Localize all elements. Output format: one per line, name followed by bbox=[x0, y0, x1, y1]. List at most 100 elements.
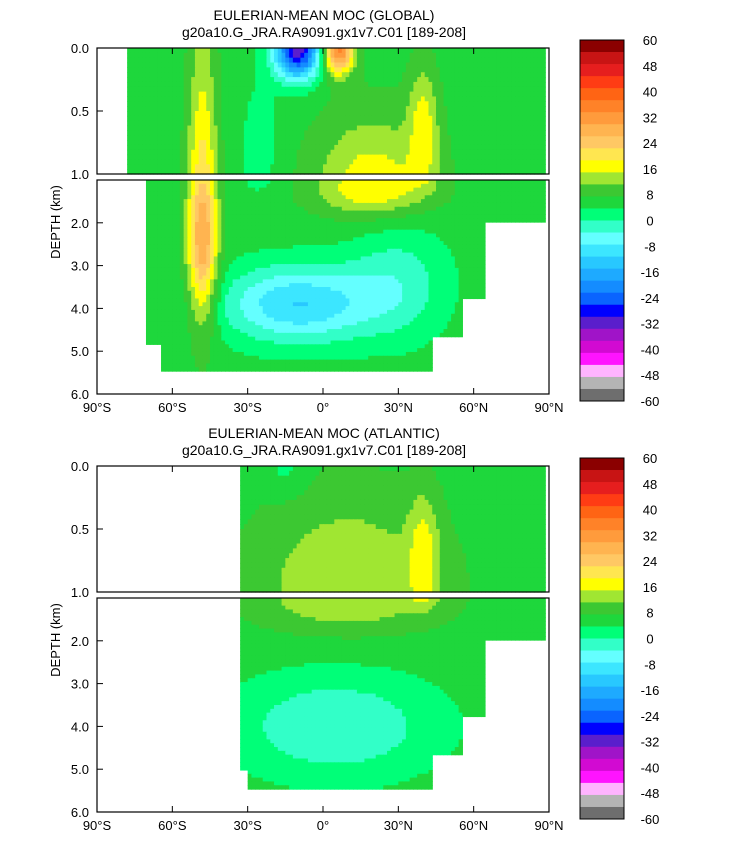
moc-cell bbox=[443, 77, 448, 83]
moc-cell bbox=[296, 187, 301, 193]
moc-cell bbox=[243, 96, 249, 102]
moc-cell bbox=[341, 199, 347, 204]
moc-cell bbox=[451, 225, 456, 231]
moc-cell bbox=[507, 77, 512, 83]
moc-cell bbox=[537, 77, 543, 83]
moc-cell bbox=[206, 111, 211, 117]
moc-cell bbox=[255, 229, 260, 235]
moc-cell bbox=[537, 183, 543, 189]
moc-cell bbox=[413, 233, 418, 238]
moc-cell bbox=[292, 229, 298, 235]
moc-cell bbox=[402, 159, 407, 165]
moc-cell bbox=[360, 229, 366, 235]
moc-cell bbox=[530, 164, 535, 170]
moc-cell bbox=[387, 180, 392, 185]
moc-cell bbox=[439, 77, 445, 83]
moc-cell bbox=[451, 183, 456, 189]
moc-cell bbox=[168, 187, 173, 193]
moc-cell bbox=[436, 48, 441, 54]
moc-cell bbox=[213, 101, 219, 107]
moc-cell bbox=[142, 159, 147, 165]
moc-cell bbox=[379, 218, 384, 223]
moc-cell bbox=[217, 210, 222, 215]
moc-cell bbox=[526, 48, 531, 54]
moc-cell bbox=[304, 135, 309, 141]
moc-cell bbox=[405, 52, 411, 59]
moc-cell bbox=[405, 140, 411, 146]
moc-cell bbox=[315, 140, 320, 146]
moc-cell bbox=[451, 130, 456, 136]
moc-cell bbox=[251, 86, 256, 93]
moc-cell bbox=[232, 67, 237, 73]
moc-cell bbox=[289, 101, 294, 107]
moc-cell bbox=[285, 72, 290, 78]
moc-cell bbox=[477, 62, 482, 68]
moc-cell bbox=[428, 210, 433, 215]
moc-cell bbox=[356, 159, 362, 165]
moc-cell bbox=[296, 164, 301, 170]
moc-cell bbox=[277, 225, 283, 231]
moc-cell bbox=[533, 125, 539, 131]
moc-cell bbox=[481, 233, 486, 238]
moc-cell bbox=[375, 96, 381, 102]
moc-cell bbox=[334, 222, 339, 227]
moc-cell bbox=[176, 218, 181, 223]
moc-cell bbox=[258, 72, 264, 78]
moc-cell bbox=[462, 252, 467, 258]
moc-cell bbox=[176, 225, 181, 231]
moc-cell bbox=[232, 96, 237, 102]
moc-cell bbox=[420, 57, 426, 64]
moc-cell bbox=[473, 101, 479, 107]
moc-cell bbox=[277, 164, 283, 170]
moc-cell bbox=[477, 48, 482, 54]
moc-cell bbox=[153, 115, 158, 122]
moc-cell bbox=[341, 191, 347, 196]
moc-cell bbox=[402, 218, 407, 223]
moc-cell bbox=[176, 229, 181, 235]
moc-cell bbox=[522, 159, 527, 165]
moc-cell bbox=[390, 237, 396, 242]
moc-cell bbox=[511, 140, 516, 146]
moc-cell bbox=[225, 164, 230, 170]
moc-cell bbox=[466, 101, 471, 107]
moc-cell bbox=[326, 154, 332, 161]
moc-cell bbox=[398, 248, 403, 254]
moc-cell bbox=[153, 48, 158, 54]
moc-cell bbox=[368, 101, 373, 107]
moc-cell bbox=[202, 144, 207, 151]
moc-cell bbox=[420, 202, 426, 208]
moc-cell bbox=[281, 140, 286, 146]
moc-cell bbox=[307, 159, 313, 165]
moc-cell bbox=[285, 101, 290, 107]
moc-cell bbox=[304, 77, 309, 83]
moc-cell bbox=[153, 222, 158, 227]
moc-cell bbox=[198, 72, 204, 78]
moc-cell bbox=[172, 218, 177, 223]
moc-cell bbox=[289, 229, 294, 235]
moc-cell bbox=[375, 67, 381, 73]
moc-cell bbox=[149, 144, 155, 151]
moc-cell bbox=[458, 202, 463, 208]
moc-cell bbox=[225, 191, 230, 196]
moc-cell bbox=[134, 169, 140, 175]
moc-cell bbox=[349, 195, 354, 200]
moc-cell bbox=[526, 52, 531, 59]
moc-cell bbox=[454, 233, 460, 238]
moc-cell bbox=[511, 86, 516, 93]
moc-cell bbox=[262, 199, 268, 204]
moc-cell bbox=[323, 202, 328, 208]
moc-cell bbox=[488, 48, 494, 54]
moc-cell bbox=[164, 256, 170, 261]
moc-cell bbox=[413, 199, 418, 204]
moc-cell bbox=[168, 206, 173, 212]
moc-cell bbox=[458, 101, 463, 107]
moc-cell bbox=[530, 202, 535, 208]
moc-cell bbox=[194, 222, 200, 227]
moc-cell bbox=[402, 149, 407, 156]
moc-cell bbox=[417, 86, 422, 93]
moc-cell bbox=[240, 72, 245, 78]
moc-cell bbox=[481, 164, 486, 170]
moc-cell bbox=[533, 86, 539, 93]
moc-cell bbox=[326, 225, 332, 231]
moc-cell bbox=[436, 237, 441, 242]
